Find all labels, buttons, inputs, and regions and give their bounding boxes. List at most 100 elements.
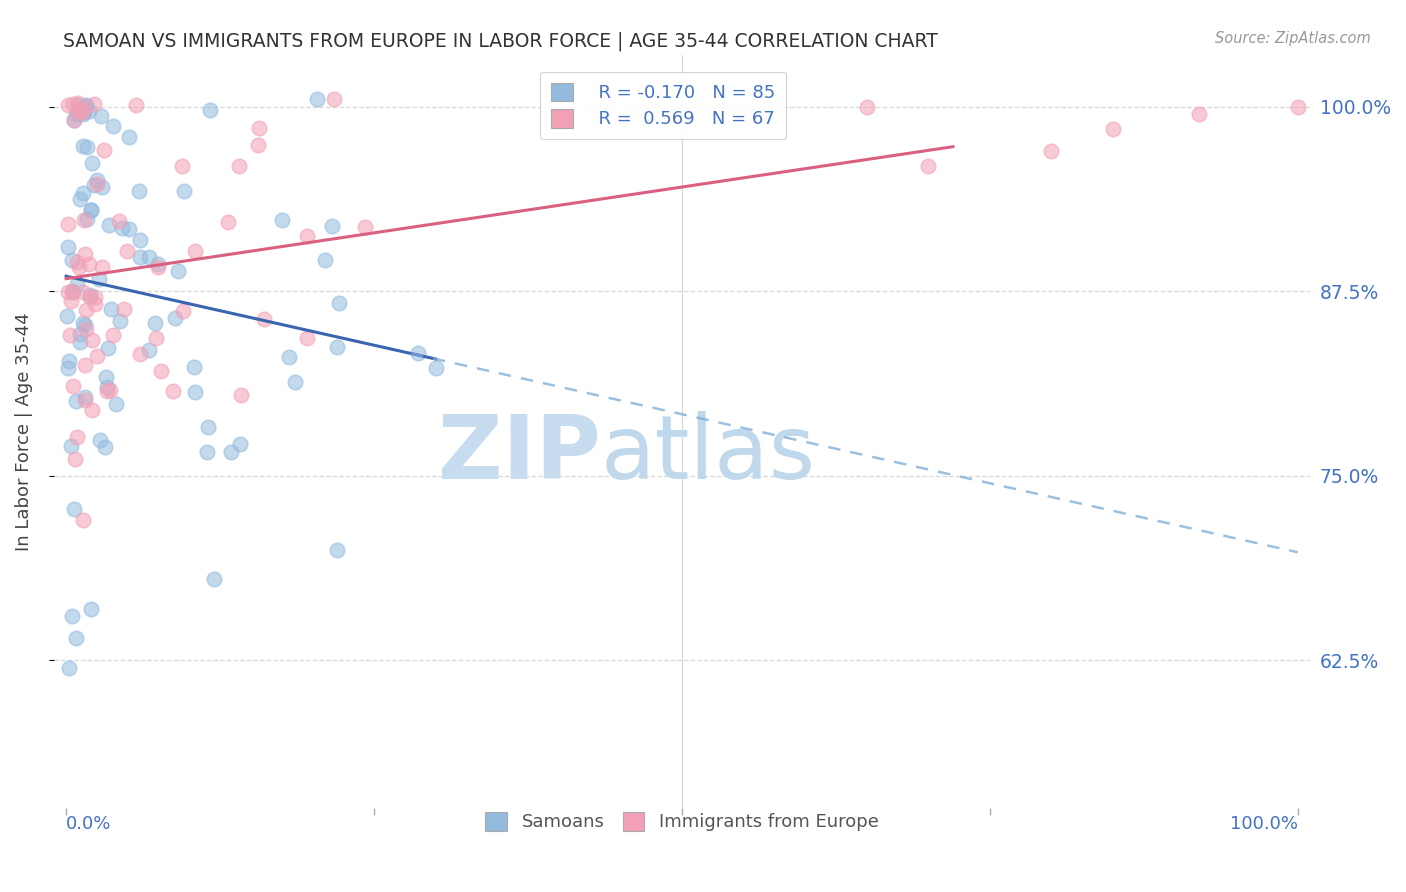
Point: [314, 253, 336, 268]
Point: [148, 257, 170, 271]
Point: [98, 384, 121, 398]
Point: [149, 364, 172, 378]
Point: [322, 92, 344, 106]
Point: [229, 436, 252, 450]
Point: [69, 102, 91, 116]
Point: [91, 179, 114, 194]
Point: [75, 247, 97, 261]
Point: [94, 369, 117, 384]
Point: [79, 202, 101, 217]
Point: [56, 310, 79, 324]
Point: [75, 98, 97, 112]
Point: [79, 290, 101, 304]
Point: [129, 346, 152, 360]
Point: [86, 173, 108, 187]
Text: 100.0%: 100.0%: [1230, 815, 1298, 833]
Text: ZIP: ZIP: [437, 410, 600, 498]
Point: [406, 346, 429, 360]
Point: [295, 330, 318, 344]
Point: [63, 113, 86, 128]
Point: [83, 290, 105, 304]
Point: [60, 609, 83, 624]
Point: [62, 379, 84, 393]
Point: [82, 156, 104, 170]
Point: [125, 97, 148, 112]
Point: [101, 120, 124, 134]
Point: [96, 384, 118, 398]
Point: [94, 441, 117, 455]
Point: [118, 130, 141, 145]
Point: [58, 360, 80, 375]
Point: [58, 240, 80, 254]
Point: [326, 542, 349, 557]
Point: [184, 385, 207, 400]
Point: [217, 214, 239, 228]
Point: [75, 99, 97, 113]
Point: [58, 98, 80, 112]
Legend: Samoans, Immigrants from Europe: Samoans, Immigrants from Europe: [477, 803, 887, 840]
Point: [75, 359, 97, 373]
Point: [56, 218, 79, 232]
Y-axis label: In Labor Force | Age 35-44: In Labor Force | Age 35-44: [15, 312, 32, 551]
Point: [148, 260, 170, 274]
Point: [76, 140, 98, 154]
Point: [58, 661, 80, 675]
Point: [145, 316, 167, 330]
Text: 0.0%: 0.0%: [66, 815, 111, 833]
Point: [66, 106, 89, 120]
Point: [80, 403, 103, 417]
Text: SAMOAN VS IMMIGRANTS FROM EUROPE IN LABOR FORCE | AGE 35-44 CORRELATION CHART: SAMOAN VS IMMIGRANTS FROM EUROPE IN LABO…: [63, 31, 938, 51]
Point: [297, 228, 319, 243]
Point: [72, 104, 94, 119]
Point: [321, 219, 343, 234]
Point: [138, 343, 160, 358]
Point: [247, 138, 270, 153]
Point: [67, 97, 90, 112]
Point: [172, 304, 194, 318]
Point: [62, 501, 84, 516]
Point: [425, 361, 447, 376]
Text: atlas: atlas: [600, 410, 815, 498]
Point: [59, 327, 82, 342]
Point: [65, 394, 87, 409]
Point: [72, 513, 94, 527]
Point: [231, 388, 253, 402]
Point: [89, 271, 111, 285]
Point: [75, 392, 97, 407]
Point: [112, 301, 135, 316]
Point: [63, 112, 86, 127]
Point: [100, 302, 122, 317]
Point: [1286, 100, 1309, 114]
Point: [69, 335, 91, 350]
Point: [72, 106, 94, 120]
Point: [65, 277, 87, 291]
Point: [855, 100, 877, 114]
Point: [917, 159, 939, 173]
Point: [228, 159, 250, 173]
Point: [198, 103, 221, 117]
Point: [326, 340, 349, 354]
Point: [202, 572, 225, 586]
Point: [270, 213, 292, 227]
Point: [1102, 122, 1125, 136]
Point: [97, 341, 120, 355]
Point: [73, 105, 96, 120]
Point: [1188, 107, 1211, 121]
Point: [75, 322, 97, 336]
Point: [105, 397, 128, 411]
Point: [82, 333, 104, 347]
Point: [138, 251, 160, 265]
Point: [66, 255, 89, 269]
Point: [108, 314, 131, 328]
Point: [60, 253, 83, 268]
Point: [75, 390, 97, 404]
Point: [101, 328, 124, 343]
Point: [172, 159, 194, 173]
Point: [86, 178, 108, 192]
Point: [80, 202, 103, 217]
Point: [59, 294, 82, 309]
Point: [62, 285, 84, 300]
Point: [128, 185, 150, 199]
Point: [67, 260, 90, 274]
Point: [97, 218, 120, 232]
